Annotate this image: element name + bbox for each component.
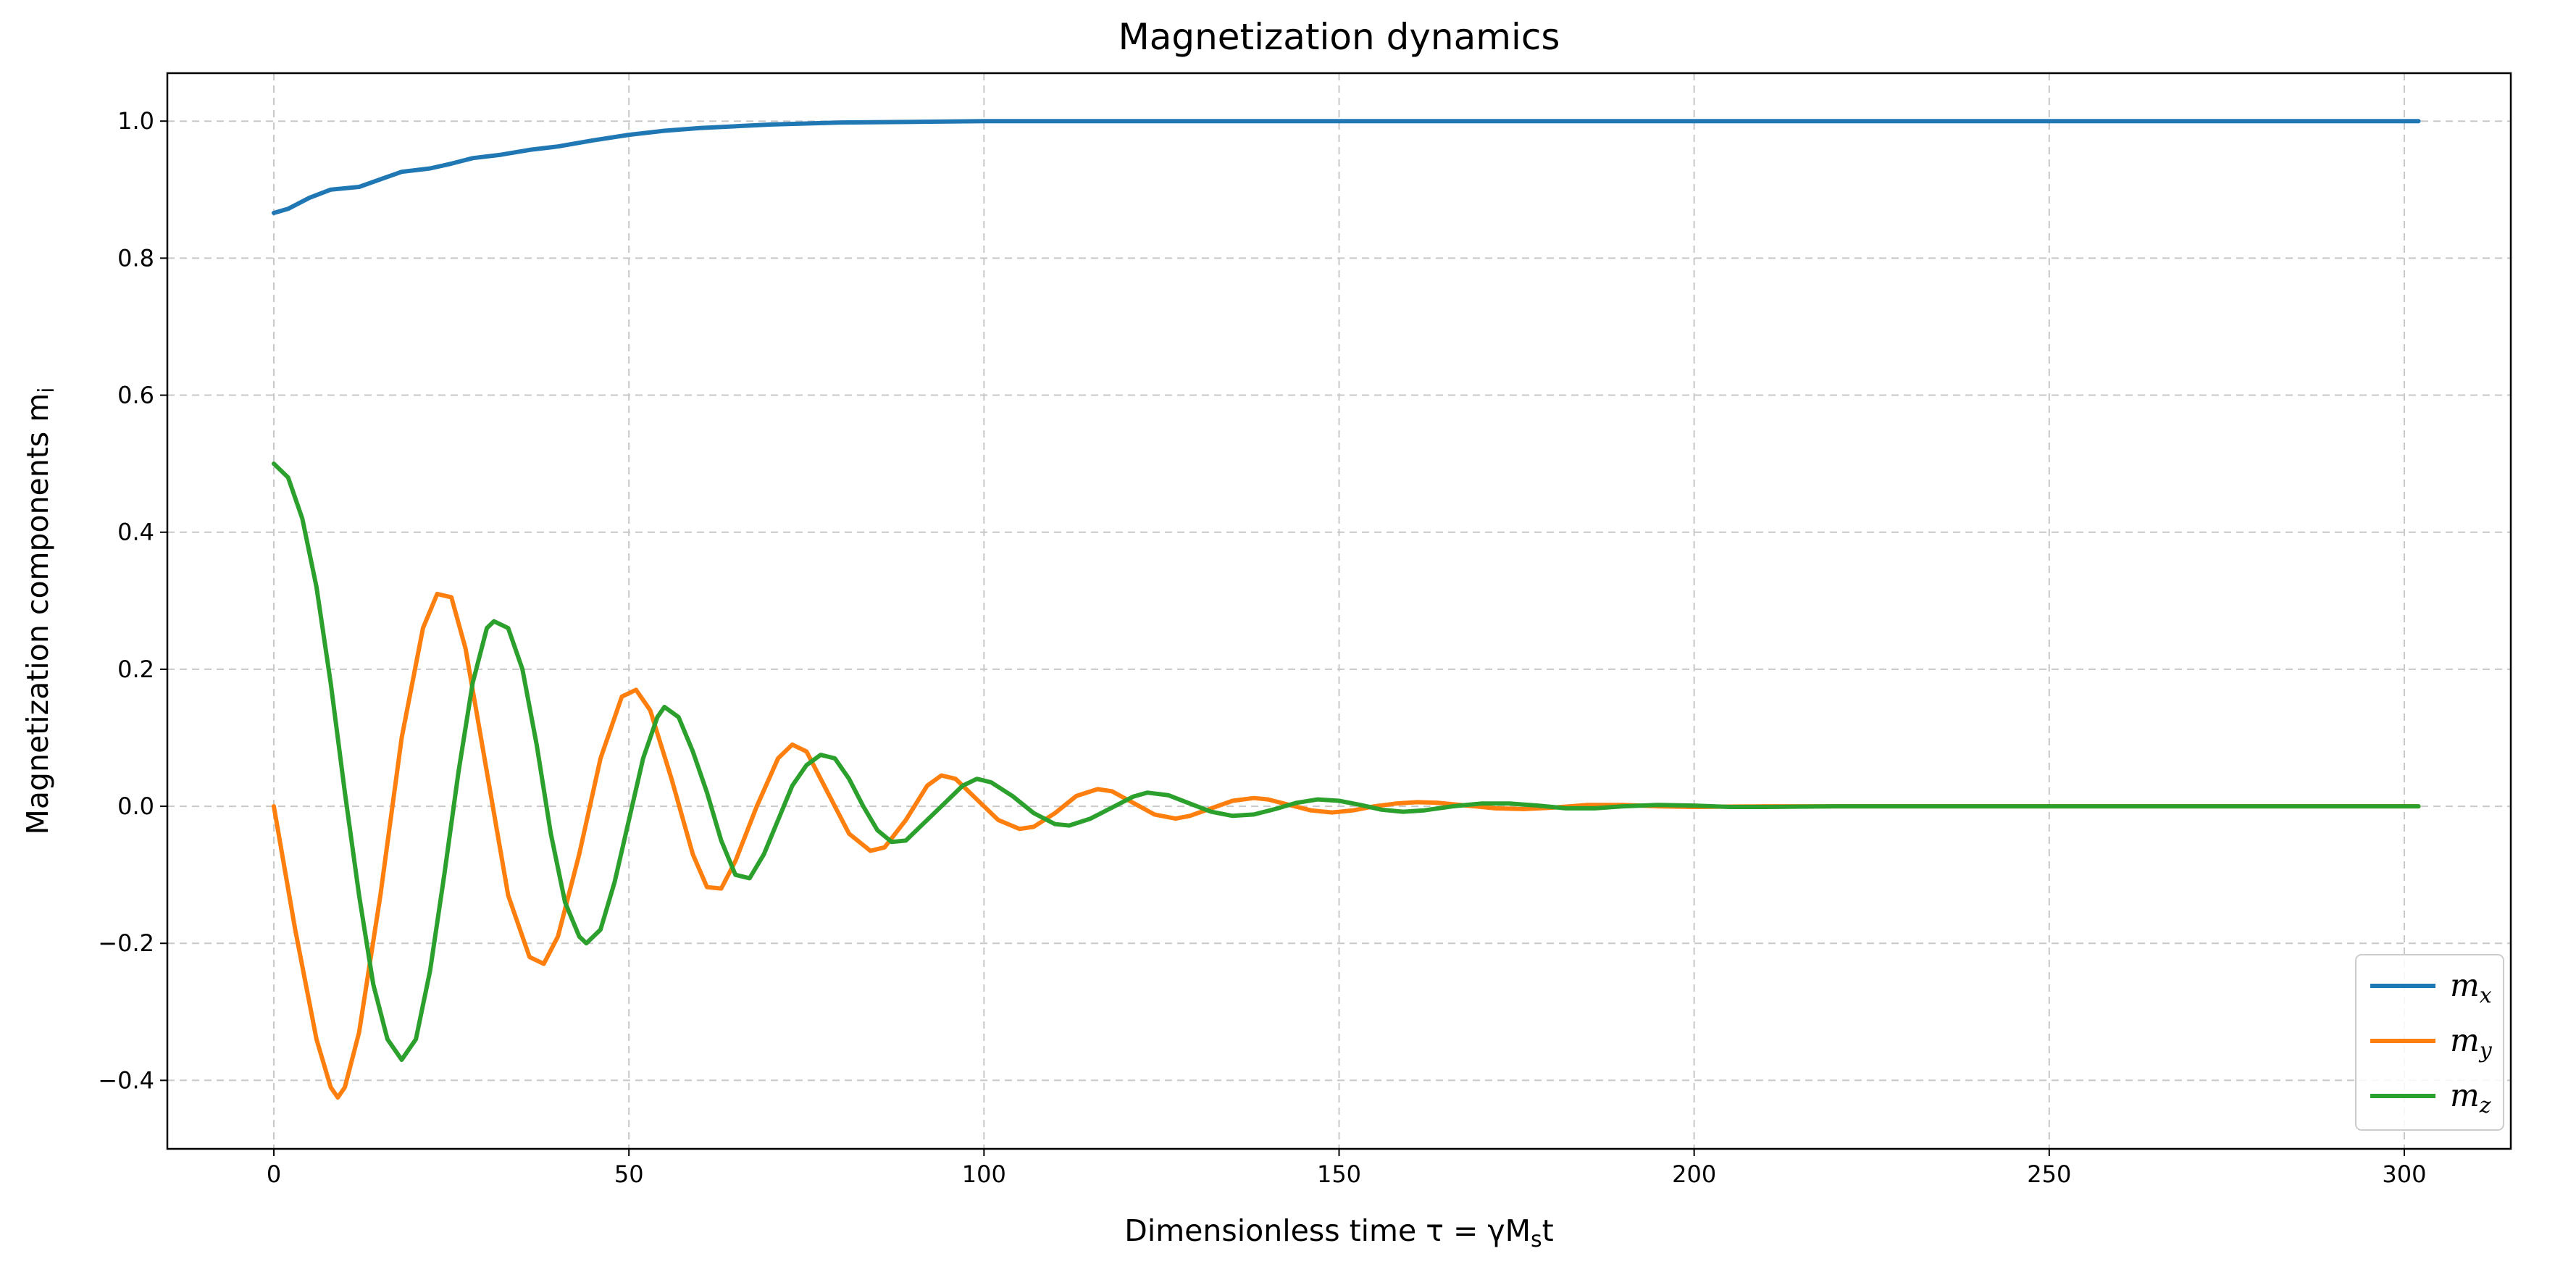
y-tick-label: 0.2 — [117, 656, 154, 683]
x-axis-label-subscript: s — [1531, 1227, 1542, 1252]
x-tick-label: 250 — [2027, 1160, 2071, 1188]
x-tick-label: 150 — [1317, 1160, 1361, 1188]
y-tick-label: 0.0 — [117, 792, 154, 820]
x-tick-label: 200 — [1672, 1160, 1716, 1188]
series-line-m-z — [272, 461, 2421, 1062]
legend-label: my — [2450, 1023, 2493, 1063]
y-tick-label: −0.2 — [98, 929, 154, 957]
x-axis-label-main: Dimensionless time τ = γM — [1124, 1213, 1531, 1248]
x-tick-label: 50 — [614, 1160, 644, 1188]
y-tick-label: 0.6 — [117, 382, 154, 409]
x-tick-label: 300 — [2382, 1160, 2426, 1188]
x-tick-label: 100 — [962, 1160, 1006, 1188]
y-tick-label: 0.8 — [117, 244, 154, 272]
x-axis-label: Dimensionless time τ = γMst — [1124, 1213, 1553, 1252]
x-axis-label-tail: t — [1542, 1213, 1554, 1248]
y-axis-label: Magnetization components mi — [20, 387, 59, 834]
chart-title: Magnetization dynamics — [1118, 16, 1560, 58]
x-tick-label: 0 — [267, 1160, 281, 1188]
y-tick-label: 1.0 — [117, 107, 154, 135]
legend: mx my mz — [2355, 954, 2504, 1131]
y-tick-label: 0.4 — [117, 519, 154, 546]
y-axis-label-subscript: i — [34, 387, 59, 393]
series-layer — [272, 119, 2421, 1100]
y-tick-label: −0.4 — [98, 1066, 154, 1094]
y-axis-label-main: Magnetization components m — [20, 393, 55, 835]
y-axis: −0.4 −0.2 0.0 0.2 0.4 0.6 0.8 1.0 — [98, 107, 167, 1094]
series-line-m-x — [272, 119, 2421, 215]
series-line-m-y — [272, 591, 2421, 1100]
legend-label: mz — [2450, 1078, 2491, 1118]
legend-label: mx — [2450, 968, 2492, 1008]
x-axis: 0 50 100 150 200 250 300 — [267, 1149, 2426, 1188]
